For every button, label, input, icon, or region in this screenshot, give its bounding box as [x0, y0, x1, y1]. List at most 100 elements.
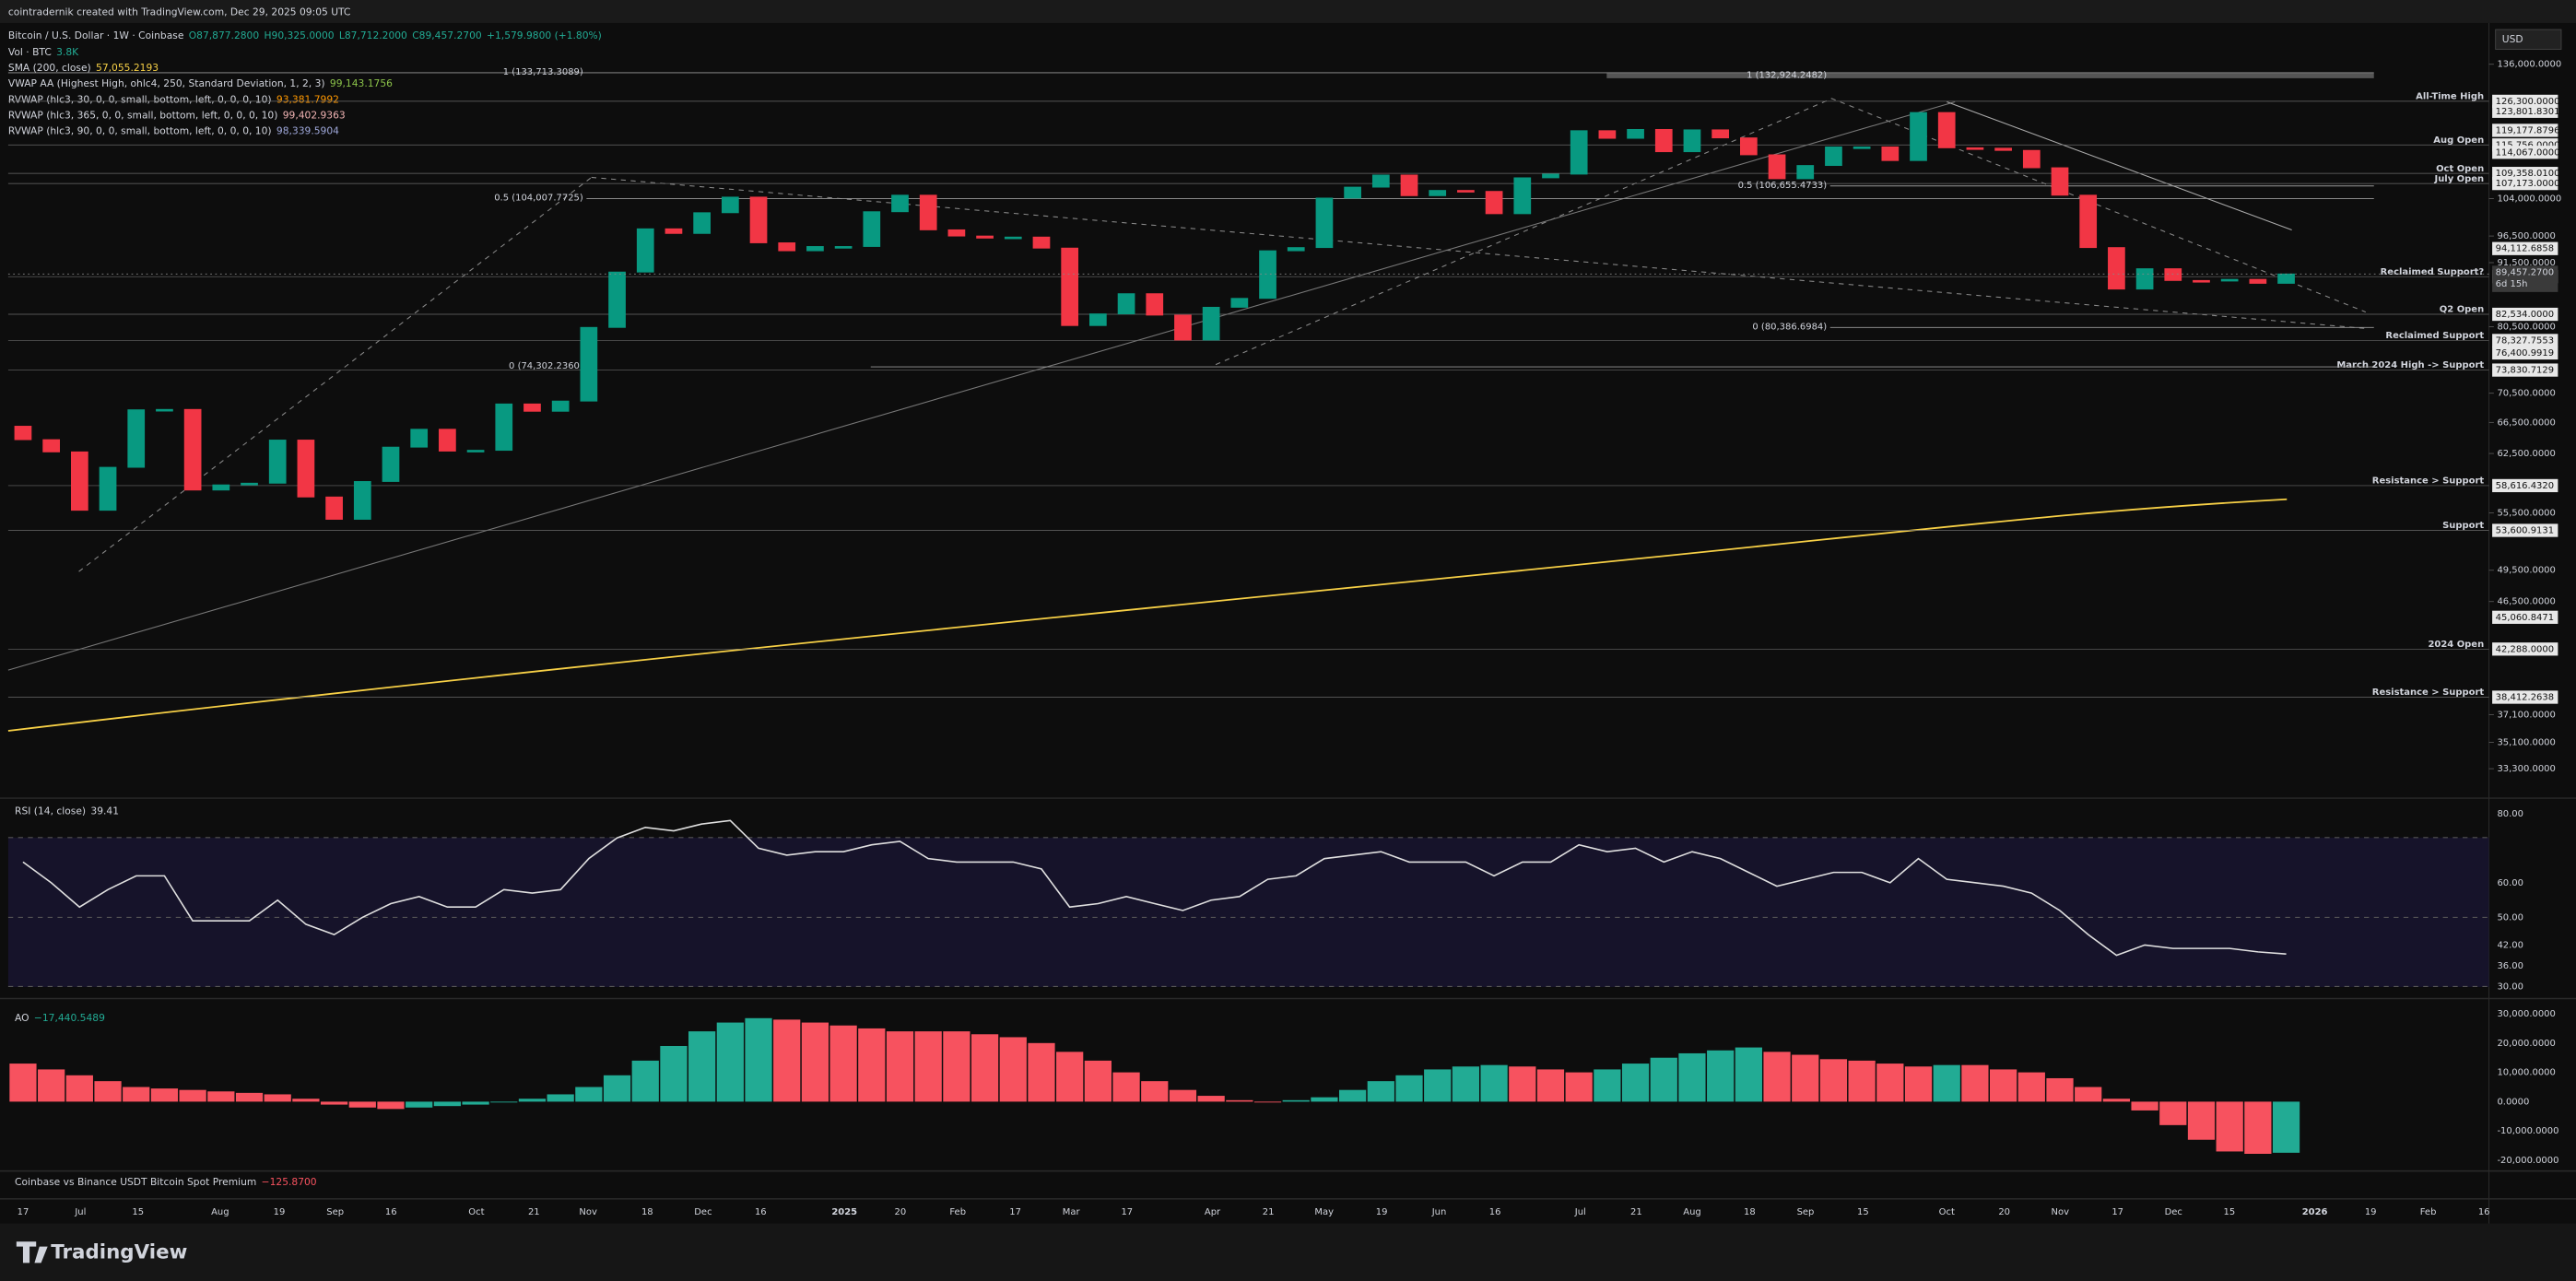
ohlc-value: +1,579.9800 (+1.80%) — [487, 29, 602, 41]
legend-line: Bitcoin / U.S. Dollar · 1W · Coinbase O87… — [8, 29, 602, 41]
candle — [212, 484, 230, 491]
x-tick-label: 17 — [1121, 1207, 1133, 1217]
price-marker-label: 76,400.9919 — [2496, 348, 2554, 358]
price-marker-box — [2492, 363, 2558, 377]
current-price-box — [2492, 265, 2558, 292]
ao-bar — [970, 1034, 999, 1102]
candle — [1371, 174, 1390, 188]
candle — [1061, 247, 1079, 326]
candle — [353, 481, 371, 520]
candle — [1429, 190, 1447, 196]
ao-bar — [94, 1081, 122, 1102]
ao-value: −17,440.5489 — [34, 1012, 105, 1024]
candle — [1654, 128, 1673, 153]
candle — [749, 196, 768, 243]
ao-bar — [2017, 1072, 2045, 1102]
trendline — [1947, 100, 2292, 230]
indicator-name: SMA (200, close) — [8, 62, 91, 74]
y-tick-label: -10,000.0000 — [2497, 1126, 2558, 1136]
y-tick-label: 66,500.0000 — [2497, 417, 2555, 428]
ao-bar — [2046, 1077, 2074, 1102]
candle — [1881, 146, 1900, 161]
ao-bar — [829, 1025, 857, 1102]
x-tick-label: Sep — [326, 1207, 344, 1217]
ohlc-value: H90,325.0000 — [265, 29, 335, 41]
ao-bar — [2159, 1101, 2187, 1125]
y-tick-label: 36.00 — [2497, 961, 2523, 971]
indicator-legend: RVWAP (hlc3, 365, 0, 0, small, bottom, l… — [8, 109, 346, 121]
y-tick-label: 55,500.0000 — [2497, 509, 2555, 519]
ao-bar — [1904, 1066, 1933, 1102]
price-marker-box — [2492, 307, 2558, 322]
candle — [2193, 279, 2210, 283]
x-tick-label: Jul — [1574, 1207, 1586, 1217]
ao-bar — [179, 1089, 206, 1102]
x-tick-label: 19 — [1376, 1207, 1388, 1217]
candle — [1768, 154, 1786, 180]
candle — [806, 246, 824, 252]
ao-bar — [123, 1087, 150, 1102]
y-tick-label: 50.00 — [2497, 912, 2523, 923]
price-marker-label: 42,288.0000 — [2496, 644, 2554, 654]
candle — [1711, 129, 1730, 139]
candle — [1117, 293, 1135, 315]
candle — [665, 228, 683, 234]
symbol: Bitcoin / U.S. Dollar · 1W · Coinbase — [8, 29, 183, 41]
candle — [1513, 177, 1532, 215]
ao-bar — [660, 1045, 688, 1102]
x-tick-label: Nov — [579, 1207, 597, 1217]
price-marker-label: 78,327.7553 — [2496, 335, 2554, 346]
ao-bar — [1226, 1099, 1253, 1102]
candle — [2249, 278, 2267, 284]
indicator-legend: RVWAP (hlc3, 30, 0, 0, small, bottom, le… — [8, 93, 339, 105]
fib-label: 1 (133,713.3089) — [503, 67, 583, 77]
indicator-value: 99,143.1756 — [330, 77, 393, 89]
x-tick-label: 18 — [1744, 1207, 1756, 1217]
ao-bar — [2244, 1101, 2272, 1155]
ao-bar — [2131, 1101, 2158, 1111]
candle — [919, 194, 937, 230]
price-marker-box — [2492, 346, 2558, 360]
ao-bar — [462, 1101, 489, 1105]
x-tick-label: Dec — [694, 1207, 712, 1217]
x-tick-label: Dec — [2165, 1207, 2182, 1217]
price-marker-label: 58,616.4320 — [2496, 481, 2554, 491]
ao-bar — [2075, 1087, 2102, 1102]
ao-bar — [745, 1017, 772, 1102]
price-marker-box — [2492, 167, 2558, 181]
candle — [2220, 278, 2239, 282]
ao-bar — [1480, 1064, 1508, 1102]
y-tick-label: 49,500.0000 — [2497, 566, 2555, 576]
price-marker-box — [2492, 334, 2558, 347]
x-tick-label: Aug — [1683, 1207, 1700, 1217]
candle — [2277, 273, 2295, 284]
x-tick-label: Oct — [1939, 1207, 1955, 1217]
candle — [2164, 268, 2182, 281]
rsi-title: RSI (14, close) — [15, 805, 86, 817]
indicator-name: RVWAP (hlc3, 30, 0, 0, small, bottom, le… — [8, 93, 272, 105]
y-tick-label: 33,300.0000 — [2497, 764, 2555, 774]
y-tick-label: 62,500.0000 — [2497, 449, 2555, 459]
candle — [241, 482, 258, 486]
ao-bar — [207, 1091, 235, 1102]
ao-bar — [943, 1031, 970, 1102]
price-marker-label: 38,412.2638 — [2496, 693, 2554, 703]
level-label: July Open — [2433, 174, 2484, 184]
candle — [495, 403, 513, 452]
candle — [1796, 165, 1815, 180]
level-label: All-Time High — [2416, 92, 2484, 102]
ao-bar — [2216, 1101, 2243, 1152]
candle — [1004, 236, 1022, 240]
ao-legend: AO −17,440.5489 — [15, 1012, 105, 1024]
x-tick-label: May — [1314, 1207, 1334, 1217]
candle — [1910, 112, 1927, 161]
ao-bar — [1933, 1064, 1960, 1102]
x-tick-label: 16 — [755, 1207, 767, 1217]
price-marker-box — [2492, 690, 2558, 704]
x-tick-label: 19 — [274, 1207, 286, 1217]
ao-bar — [801, 1022, 829, 1102]
price-marker-label: 45,060.8471 — [2496, 613, 2554, 623]
x-tick-label: 16 — [2478, 1207, 2490, 1217]
ao-bar — [1961, 1064, 1989, 1102]
